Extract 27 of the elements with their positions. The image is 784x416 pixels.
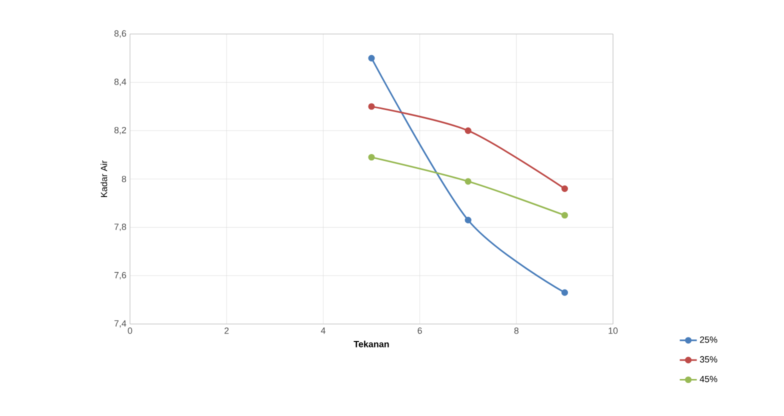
- y-tick-label: 8,4: [114, 78, 126, 86]
- x-axis-title: Tekanan: [354, 340, 389, 348]
- y-tick-label: 8,6: [114, 30, 126, 38]
- x-tick-label: 8: [514, 328, 519, 334]
- y-tick-label: 8: [122, 176, 126, 182]
- point: [561, 212, 568, 219]
- y-tick-label: 7,8: [114, 224, 126, 232]
- y-tick-label: 7,4: [114, 320, 126, 328]
- legend-label: 45%: [700, 376, 718, 382]
- x-tick-label: 0: [128, 328, 132, 334]
- point: [464, 127, 472, 134]
- x-tick-label: 10: [608, 328, 618, 334]
- y-tick-label: 8,2: [114, 126, 126, 134]
- x-tick-label: 4: [320, 328, 326, 334]
- point: [464, 178, 472, 185]
- y-tick-label: 7,6: [114, 272, 126, 280]
- legend-label: 35%: [700, 356, 718, 363]
- point: [368, 154, 375, 161]
- x-tick-label: 2: [224, 328, 229, 334]
- point: [368, 103, 375, 110]
- point: [561, 185, 568, 192]
- legend-label: 25%: [700, 336, 718, 343]
- y-axis-title: Kadar Air: [100, 160, 108, 197]
- point: [561, 289, 568, 296]
- x-tick-label: 6: [418, 328, 422, 334]
- point: [368, 54, 375, 62]
- point: [464, 216, 472, 224]
